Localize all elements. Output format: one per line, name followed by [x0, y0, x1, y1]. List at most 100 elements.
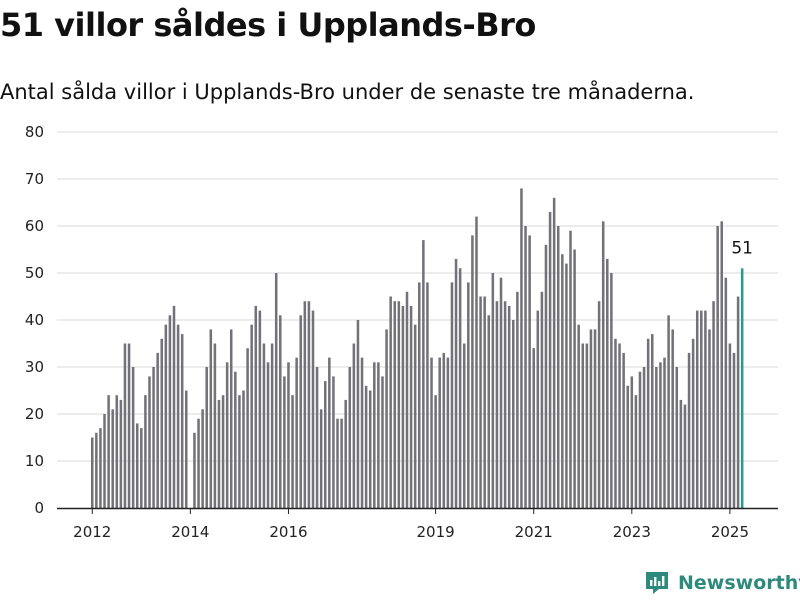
bar[interactable] [107, 395, 110, 508]
bar[interactable] [348, 367, 352, 508]
bar[interactable] [111, 409, 114, 508]
bar[interactable] [458, 268, 462, 508]
bar[interactable] [716, 226, 719, 508]
bar[interactable] [225, 362, 229, 508]
bar[interactable] [193, 432, 196, 508]
bar[interactable] [667, 315, 670, 508]
bar[interactable] [573, 249, 576, 509]
bar[interactable] [606, 258, 609, 508]
bar[interactable] [704, 310, 707, 508]
bar[interactable] [446, 357, 450, 508]
bar[interactable] [499, 277, 503, 508]
bar[interactable] [622, 352, 625, 508]
bar[interactable] [597, 301, 601, 508]
bar[interactable] [344, 399, 347, 508]
newsworthy-logo[interactable]: Newsworthy [644, 570, 800, 596]
bar[interactable] [507, 305, 511, 508]
bar[interactable] [630, 376, 634, 508]
bar[interactable] [479, 296, 482, 509]
bar[interactable] [569, 230, 572, 508]
bar[interactable] [201, 409, 204, 508]
bar[interactable] [430, 357, 433, 508]
bar[interactable] [413, 324, 417, 508]
bar[interactable] [279, 315, 282, 508]
bar[interactable] [491, 273, 495, 508]
bar[interactable] [205, 367, 208, 508]
bar[interactable] [295, 357, 298, 508]
bar[interactable] [552, 197, 556, 509]
bar[interactable] [217, 399, 221, 508]
bar[interactable] [663, 357, 666, 508]
bar[interactable] [650, 334, 654, 508]
bar[interactable] [467, 282, 470, 508]
bar[interactable] [487, 315, 491, 508]
bar[interactable] [434, 395, 437, 508]
bar[interactable] [258, 310, 262, 508]
bar[interactable] [152, 367, 155, 508]
bar[interactable] [524, 226, 527, 508]
bar[interactable] [732, 352, 736, 508]
bar[interactable] [229, 329, 233, 508]
bar[interactable] [450, 282, 454, 508]
bar[interactable] [495, 301, 499, 508]
bar[interactable] [409, 305, 413, 508]
bar[interactable] [691, 338, 695, 508]
bar[interactable] [303, 301, 307, 508]
bar-highlighted[interactable] [740, 268, 744, 508]
bar[interactable] [438, 357, 441, 508]
bar[interactable] [291, 395, 294, 508]
bar[interactable] [234, 371, 237, 508]
bar[interactable] [270, 343, 274, 509]
bar[interactable] [172, 305, 176, 508]
bar[interactable] [315, 367, 319, 508]
bar[interactable] [262, 343, 266, 509]
bar[interactable] [135, 423, 139, 508]
bar[interactable] [687, 352, 691, 508]
bar[interactable] [397, 301, 401, 508]
bar[interactable] [724, 277, 728, 508]
bar[interactable] [287, 362, 290, 508]
bar[interactable] [700, 310, 703, 508]
bar[interactable] [127, 343, 131, 509]
bar[interactable] [540, 291, 544, 508]
bar[interactable] [356, 320, 360, 508]
bar[interactable] [556, 226, 560, 508]
bar[interactable] [352, 343, 356, 509]
bar[interactable] [442, 352, 446, 508]
bar[interactable] [160, 338, 164, 508]
bar[interactable] [418, 282, 421, 508]
bar[interactable] [131, 367, 135, 508]
bar[interactable] [405, 291, 409, 508]
bar[interactable] [148, 376, 151, 508]
bar[interactable] [536, 310, 540, 508]
bar[interactable] [708, 329, 711, 508]
bar[interactable] [728, 343, 732, 509]
bar[interactable] [340, 418, 343, 508]
bar[interactable] [91, 437, 94, 509]
bar[interactable] [95, 432, 98, 508]
bar[interactable] [585, 343, 589, 509]
bar[interactable] [381, 376, 384, 508]
bar[interactable] [634, 395, 638, 508]
bar[interactable] [483, 296, 486, 509]
bar[interactable] [164, 324, 168, 508]
bar[interactable] [213, 343, 217, 509]
bar[interactable] [389, 296, 392, 509]
bar[interactable] [565, 263, 568, 508]
bar[interactable] [528, 235, 531, 508]
bar[interactable] [156, 352, 159, 508]
bar[interactable] [246, 348, 249, 508]
bar[interactable] [377, 362, 380, 508]
bar[interactable] [144, 395, 147, 508]
bar[interactable] [368, 390, 372, 509]
bar[interactable] [123, 343, 127, 509]
bar[interactable] [462, 343, 466, 509]
bar[interactable] [328, 357, 331, 508]
bar[interactable] [593, 329, 597, 508]
bar[interactable] [364, 385, 368, 508]
bar[interactable] [548, 211, 552, 508]
bar[interactable] [373, 362, 376, 508]
bar[interactable] [307, 301, 311, 508]
bar[interactable] [516, 291, 519, 508]
bar[interactable] [503, 301, 507, 508]
